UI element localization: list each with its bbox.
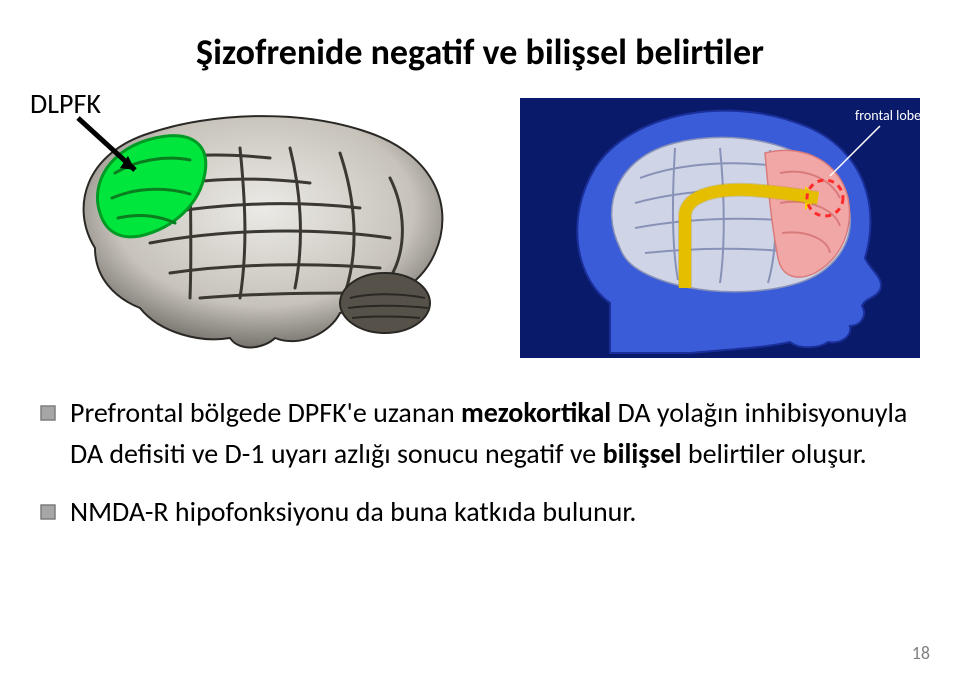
dlpfk-label: DLPFK [30, 86, 101, 121]
page-number: 18 [912, 642, 930, 664]
head-sagittal-svg: frontal lobe [520, 98, 920, 358]
slide-root: Şizofrenide negatif ve bilişsel belirtil… [0, 0, 960, 678]
brain-lateral-wrap: DLPFK [40, 98, 470, 363]
brain-lateral-svg [40, 98, 470, 358]
bullet-text: Prefrontal bölgede DPFK'e uzanan mezokor… [70, 393, 920, 474]
bullet-item: Prefrontal bölgede DPFK'e uzanan mezokor… [40, 393, 920, 474]
frontal-lobe-label: frontal lobe [855, 107, 920, 124]
head-sagittal-wrap: frontal lobe [520, 98, 920, 363]
slide-title: Şizofrenide negatif ve bilişsel belirtil… [40, 30, 920, 74]
bullet-list: Prefrontal bölgede DPFK'e uzanan mezokor… [40, 393, 920, 533]
bullet-text: NMDA-R hipofonksiyonu da buna katkıda bu… [70, 492, 636, 533]
bullet-square-icon [40, 504, 56, 520]
bullet-square-icon [40, 405, 56, 421]
bullet-item: NMDA-R hipofonksiyonu da buna katkıda bu… [40, 492, 920, 533]
images-row: DLPFK [40, 98, 920, 363]
cerebellum [340, 273, 430, 333]
